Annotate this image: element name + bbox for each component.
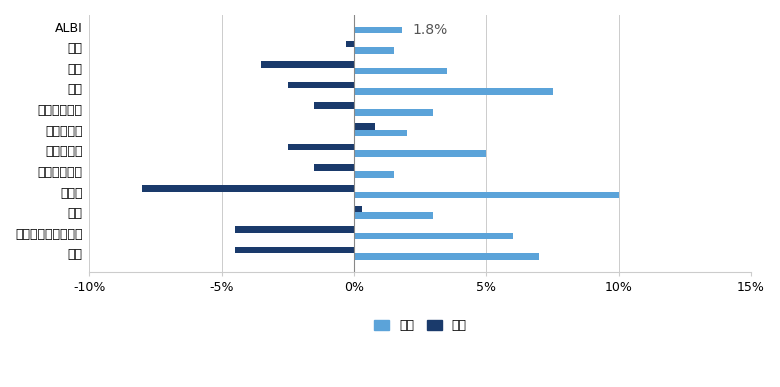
- Bar: [354, 205, 362, 212]
- Bar: [354, 68, 447, 74]
- Bar: [354, 123, 375, 130]
- Bar: [235, 247, 354, 253]
- Bar: [354, 89, 552, 95]
- Bar: [261, 61, 354, 68]
- Bar: [354, 192, 619, 198]
- Legend: 債券, 通貨: 債券, 通貨: [369, 314, 471, 337]
- Bar: [143, 185, 354, 192]
- Bar: [314, 103, 354, 109]
- Bar: [354, 130, 407, 136]
- Text: 1.8%: 1.8%: [413, 23, 448, 37]
- Bar: [354, 109, 434, 116]
- Bar: [235, 226, 354, 233]
- Bar: [354, 233, 513, 239]
- Bar: [354, 171, 394, 178]
- Bar: [354, 47, 394, 54]
- Bar: [354, 212, 434, 219]
- Bar: [314, 164, 354, 171]
- Bar: [354, 253, 539, 260]
- Bar: [288, 144, 354, 150]
- Bar: [346, 41, 354, 47]
- Bar: [288, 82, 354, 89]
- Bar: [354, 150, 487, 157]
- Bar: [354, 27, 402, 33]
